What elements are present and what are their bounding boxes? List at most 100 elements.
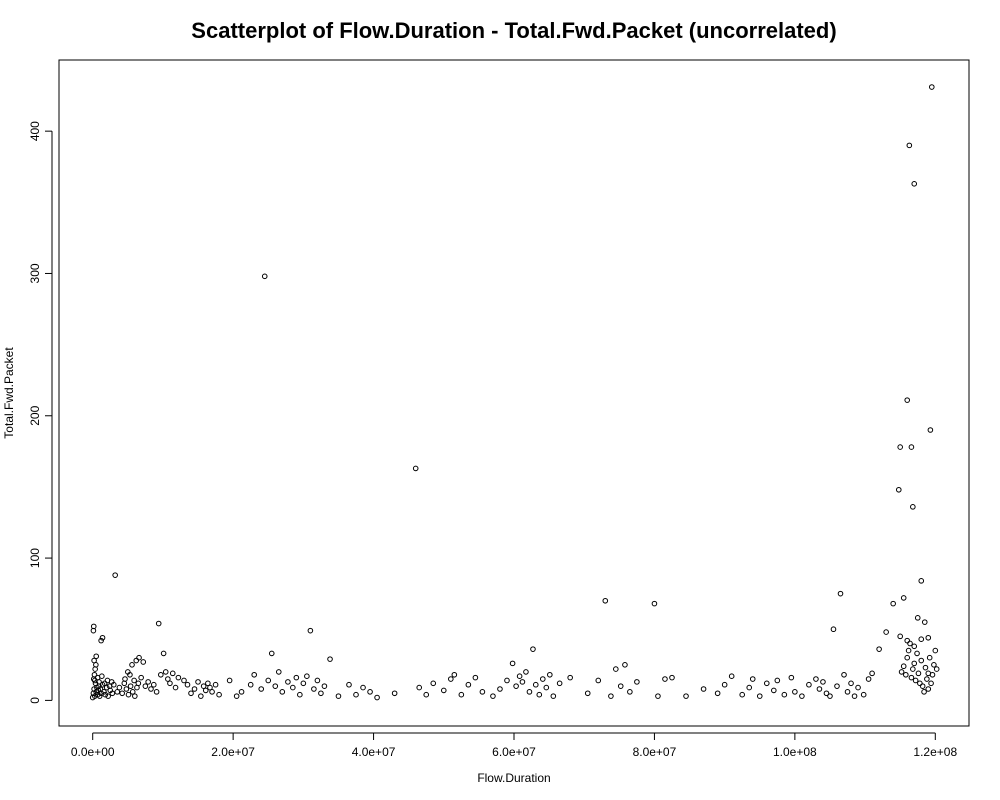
data-point (519, 679, 526, 685)
data-point (99, 673, 105, 679)
data-point (138, 674, 144, 681)
data-point (910, 504, 916, 510)
data-point (911, 181, 918, 187)
data-point (101, 689, 107, 695)
data-point (132, 693, 138, 699)
data-point (105, 693, 111, 699)
data-point (816, 686, 823, 692)
y-tick-label: 300 (28, 263, 42, 283)
data-point (290, 684, 296, 691)
data-point (125, 691, 132, 698)
data-point (165, 676, 171, 682)
data-point (928, 680, 934, 687)
data-point (116, 684, 123, 691)
data-point (311, 686, 317, 692)
data-point (148, 686, 154, 692)
data-point (903, 671, 909, 678)
y-tick-label: 0 (28, 697, 42, 704)
data-point (423, 691, 430, 698)
data-point (627, 689, 633, 695)
data-point (700, 686, 707, 692)
data-point (275, 669, 282, 675)
data-points (89, 84, 940, 701)
data-point (806, 681, 812, 688)
data-point (851, 693, 858, 699)
data-point (162, 669, 169, 675)
data-point (774, 677, 781, 684)
data-point (898, 669, 905, 675)
data-point (908, 674, 915, 681)
data-point (129, 662, 135, 668)
data-point (504, 677, 510, 684)
data-point (543, 684, 550, 691)
data-point (830, 626, 837, 633)
data-point (523, 669, 529, 675)
data-point (584, 690, 591, 697)
data-point (900, 595, 907, 601)
data-point (904, 637, 911, 644)
data-point (172, 684, 179, 691)
data-point (145, 679, 151, 685)
y-tick-label: 400 (28, 121, 42, 141)
data-point (595, 677, 602, 684)
data-point (918, 636, 925, 642)
data-point (763, 680, 770, 687)
data-point (813, 676, 819, 682)
data-point (198, 693, 204, 699)
data-point (133, 657, 140, 664)
data-point (897, 444, 903, 450)
data-point (321, 683, 328, 689)
data-point (915, 670, 922, 677)
data-point (781, 691, 788, 698)
y-axis: 0 100 200 300 400 (28, 121, 53, 704)
data-point (90, 623, 97, 630)
data-point (202, 687, 209, 694)
data-point (160, 650, 167, 657)
data-point (216, 691, 222, 698)
data-point (391, 690, 398, 697)
data-point (233, 693, 240, 699)
data-point (895, 486, 902, 493)
x-tick-label: 2.0e+07 (211, 745, 255, 759)
x-tick-label: 6.0e+07 (492, 745, 536, 759)
data-point (448, 676, 454, 682)
x-axis: 0.0e+00 2.0e+07 4.0e+07 6.0e+07 8.0e+07 1.0e+… (71, 732, 957, 759)
data-point (910, 666, 916, 672)
data-point (226, 677, 233, 684)
data-point (122, 676, 128, 682)
data-point (300, 680, 307, 687)
data-point (602, 597, 609, 604)
data-point (200, 683, 207, 689)
data-point (927, 427, 934, 433)
data-point (374, 694, 380, 701)
data-point (922, 664, 929, 671)
chart-title: Scatterplot of Flow.Duration - Total.Fwd… (191, 18, 836, 43)
data-point (127, 683, 134, 689)
data-point (99, 634, 106, 641)
data-point (175, 674, 182, 681)
x-axis-title: Flow.Duration (477, 771, 550, 785)
data-point (360, 684, 366, 691)
data-point (150, 681, 157, 688)
data-point (876, 646, 882, 652)
data-point (721, 681, 728, 688)
data-point (155, 620, 162, 627)
data-point (114, 689, 121, 695)
data-point (834, 683, 840, 689)
y-tick-label: 200 (28, 405, 42, 425)
y-tick-label: 100 (28, 548, 42, 568)
data-point (921, 619, 928, 625)
data-point (490, 693, 496, 699)
data-point (844, 689, 851, 695)
x-tick-label: 1.2e+08 (913, 745, 957, 759)
data-point (318, 690, 324, 697)
data-point (91, 657, 97, 664)
data-point (430, 680, 437, 687)
data-point (479, 689, 486, 695)
data-point (918, 578, 925, 584)
data-point (142, 683, 149, 689)
data-point (662, 676, 668, 682)
data-point (140, 659, 147, 665)
data-point (536, 691, 543, 698)
data-point (547, 671, 553, 678)
